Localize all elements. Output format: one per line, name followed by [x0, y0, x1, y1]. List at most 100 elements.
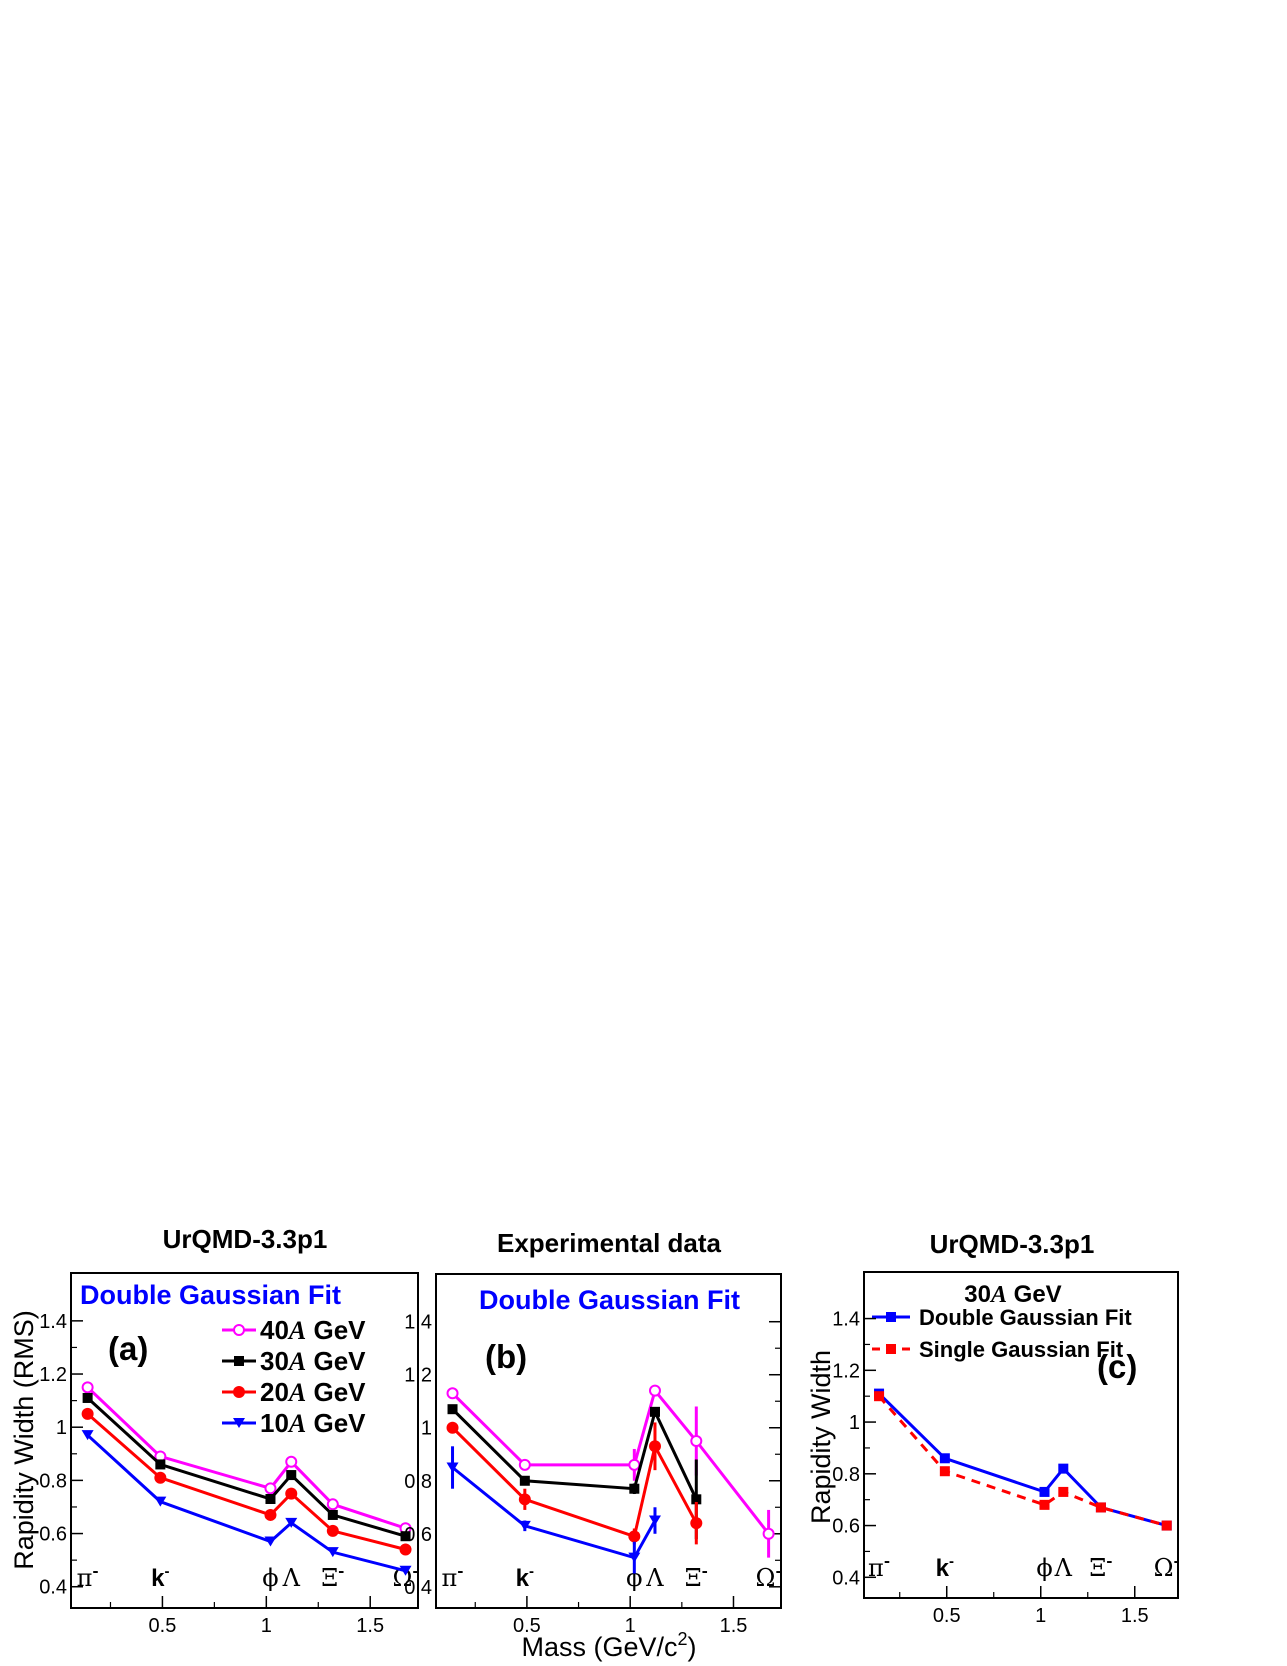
particle-label-a-3: Λ [282, 1564, 301, 1592]
data-point-b-0-3 [648, 1384, 661, 1397]
particle-label-b-2: ϕ [626, 1564, 642, 1592]
data-point-b-0-4 [690, 1435, 703, 1447]
ytick-label-b-0: 0.4 [404, 1577, 432, 1599]
series-line-a-1 [86, 1396, 406, 1538]
ytick-label-c-4: 1.2 [832, 1360, 860, 1382]
particle-label-a-4: Ξ- [321, 1562, 344, 1592]
particle-label-c-2: ϕ [1036, 1554, 1052, 1582]
data-point-a-3-3 [285, 1517, 298, 1528]
data-point-b-2-4 [690, 1517, 703, 1530]
data-point-a-3-5 [399, 1565, 412, 1576]
data-point-a-0-3 [285, 1455, 298, 1468]
ytick-label-b-2: 0.8 [404, 1471, 432, 1493]
data-point-b-3-0 [446, 1462, 459, 1473]
data-point-a-2-4 [326, 1524, 339, 1537]
legend-label-30: 30A GeV [260, 1346, 366, 1376]
data-point-b-1-4 [691, 1494, 702, 1505]
data-point-b-1-0 [447, 1404, 458, 1415]
data-point-c-1-3 [1058, 1486, 1069, 1497]
data-point-a-3-0 [81, 1430, 94, 1441]
data-point-a-2-3 [285, 1487, 298, 1500]
panel-a-title: UrQMD-3.3p1 [163, 1224, 328, 1254]
data-point-a-1-2 [265, 1493, 276, 1504]
panel-b-plot: 0.4 0.6 0.8 1 1.2 1.4 0.5 1 1.5 π-k-ϕ Λ Ξ- Ω- [404, 1312, 781, 1637]
panel-b: Experimental data Double Gaussian Fit (b… [404, 1228, 782, 1662]
panel-a-legend: 40A GeV 30A GeV 20A GeV 10A GeV [222, 1315, 366, 1438]
data-point-b-2-2 [628, 1530, 641, 1543]
series-line-b-3 [451, 1466, 657, 1560]
legend-item-single: Single Gaussian Fit [872, 1337, 1124, 1362]
series-line-a-3 [86, 1434, 406, 1573]
data-point-a-2-1 [154, 1471, 167, 1484]
particle-label-b-1: k- [516, 1563, 534, 1592]
particle-label-a-2: ϕ [262, 1564, 278, 1592]
panel-a-ylabel: Rapidity Width (RMS) [9, 1310, 39, 1570]
data-point-b-0-0 [446, 1387, 459, 1400]
particle-label-c-0: π- [868, 1552, 890, 1582]
data-point-b-2-1 [518, 1493, 531, 1506]
data-point-a-0-0 [81, 1381, 94, 1394]
ytick-label-c-3: 1 [849, 1412, 860, 1434]
legend-item-10: 10A GeV [222, 1408, 366, 1438]
data-point-a-0-4 [326, 1498, 339, 1511]
legend-marker-30 [234, 1356, 244, 1366]
panel-c-ylabel: Rapidity Width [806, 1350, 836, 1524]
data-point-b-3-3 [648, 1515, 661, 1526]
data-point-c-1-0 [874, 1391, 885, 1402]
series-line-b-0 [451, 1387, 770, 1535]
ytick-label-a-2: 0.8 [39, 1470, 67, 1492]
data-point-b-2-0 [446, 1421, 459, 1434]
xtick-label-a-1: 1 [261, 1615, 272, 1637]
data-point-b-1-1 [519, 1475, 530, 1486]
ytick-label-a-0: 0.4 [39, 1577, 67, 1599]
legend-item-double: Double Gaussian Fit [872, 1305, 1132, 1330]
panel-a-tag: (a) [108, 1330, 148, 1367]
data-point-b-0-1 [518, 1458, 531, 1471]
ytick-label-c-1: 0.6 [832, 1516, 860, 1538]
data-point-a-3-4 [326, 1547, 339, 1558]
data-point-b-0-2 [628, 1458, 641, 1471]
particle-label-a-1: k- [151, 1563, 169, 1592]
legend-marker-single [886, 1344, 896, 1354]
legend-marker-double [886, 1312, 896, 1322]
data-point-a-1-3 [286, 1470, 297, 1481]
series-line-c-0 [877, 1392, 1168, 1528]
panel-c: UrQMD-3.3p1 30A GeV (c) Rapidity Width D… [806, 1229, 1180, 1627]
data-point-b-1-3 [649, 1406, 660, 1417]
xtick-label-a-0: 0.5 [149, 1615, 177, 1637]
panel-c-tag: (c) [1097, 1348, 1137, 1385]
data-point-a-0-2 [264, 1482, 277, 1495]
data-point-c-1-1 [939, 1466, 950, 1477]
panel-b-title: Experimental data [497, 1228, 722, 1258]
data-point-a-2-2 [264, 1508, 277, 1521]
xtick-label-b-0: 0.5 [513, 1615, 541, 1637]
panel-c-energy: 30A GeV [964, 1281, 1061, 1308]
legend-item-20: 20A GeV [222, 1377, 366, 1407]
xtick-label-a-2: 1.5 [356, 1615, 384, 1637]
panel-b-xlabel: Mass (GeV/c2) [521, 1629, 696, 1662]
legend-label-single: Single Gaussian Fit [919, 1337, 1124, 1362]
xtick-label-c-2: 1.5 [1121, 1605, 1149, 1627]
ytick-label-a-5: 1.4 [39, 1311, 67, 1333]
legend-marker-40 [233, 1324, 245, 1336]
particle-label-c-1: k- [936, 1553, 954, 1582]
ytick-label-c-5: 1.4 [832, 1309, 860, 1331]
xtick-label-c-1: 1 [1035, 1605, 1046, 1627]
xtick-label-b-1: 1 [625, 1615, 636, 1637]
ytick-label-a-3: 1 [56, 1417, 67, 1439]
particle-label-b-3: Λ [645, 1564, 664, 1592]
data-point-b-1-2 [629, 1483, 640, 1494]
legend-marker-20 [233, 1386, 245, 1398]
ytick-label-b-4: 1.2 [404, 1365, 432, 1387]
ytick-label-b-5: 1.4 [404, 1312, 432, 1334]
panel-a-fit-label: Double Gaussian Fit [80, 1280, 341, 1310]
panel-b-tag: (b) [485, 1338, 527, 1375]
data-point-b-0-5 [762, 1527, 775, 1540]
panel-c-frame [863, 1271, 1179, 1599]
data-point-c-1-5 [1161, 1520, 1172, 1531]
panel-a: UrQMD-3.3p1 Double Gaussian Fit (a) Rapi… [9, 1224, 419, 1637]
xtick-label-c-0: 0.5 [933, 1605, 961, 1627]
legend-label-10: 10A GeV [260, 1408, 366, 1438]
data-point-a-1-5 [400, 1531, 411, 1542]
